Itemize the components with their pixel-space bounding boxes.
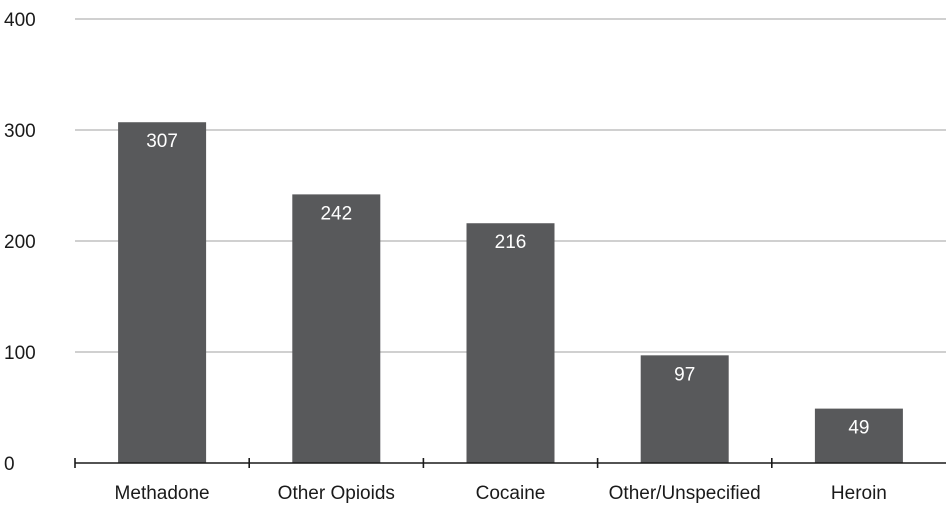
data-label: 307: [146, 131, 178, 152]
bar: [640, 355, 729, 463]
x-axis: [74, 458, 946, 468]
x-axis-labels: Methadone Other Opioids Cocaine Other/Unspe…: [115, 483, 887, 504]
x-category-label: Other Opioids: [278, 483, 395, 504]
data-label: 97: [674, 364, 695, 385]
x-category-label: Other/Unspecified: [609, 483, 761, 504]
y-tick-label: 400: [4, 10, 36, 31]
bars: 307 242 216 97 49: [118, 122, 903, 463]
bar: [814, 408, 903, 463]
y-axis-ticks: 0 100 200 300 400: [4, 10, 36, 475]
x-category-label: Cocaine: [476, 483, 546, 504]
y-tick-label: 0: [4, 454, 15, 475]
x-category-label: Methadone: [115, 483, 210, 504]
data-label: 216: [495, 232, 527, 253]
x-category-label: Heroin: [831, 483, 887, 504]
y-tick-label: 100: [4, 343, 36, 364]
bar: [118, 122, 207, 463]
data-label: 49: [848, 418, 869, 439]
bar: [466, 223, 555, 463]
y-tick-label: 200: [4, 232, 36, 253]
y-tick-label: 300: [4, 121, 36, 142]
bar: [292, 194, 381, 463]
data-label: 242: [320, 203, 352, 224]
